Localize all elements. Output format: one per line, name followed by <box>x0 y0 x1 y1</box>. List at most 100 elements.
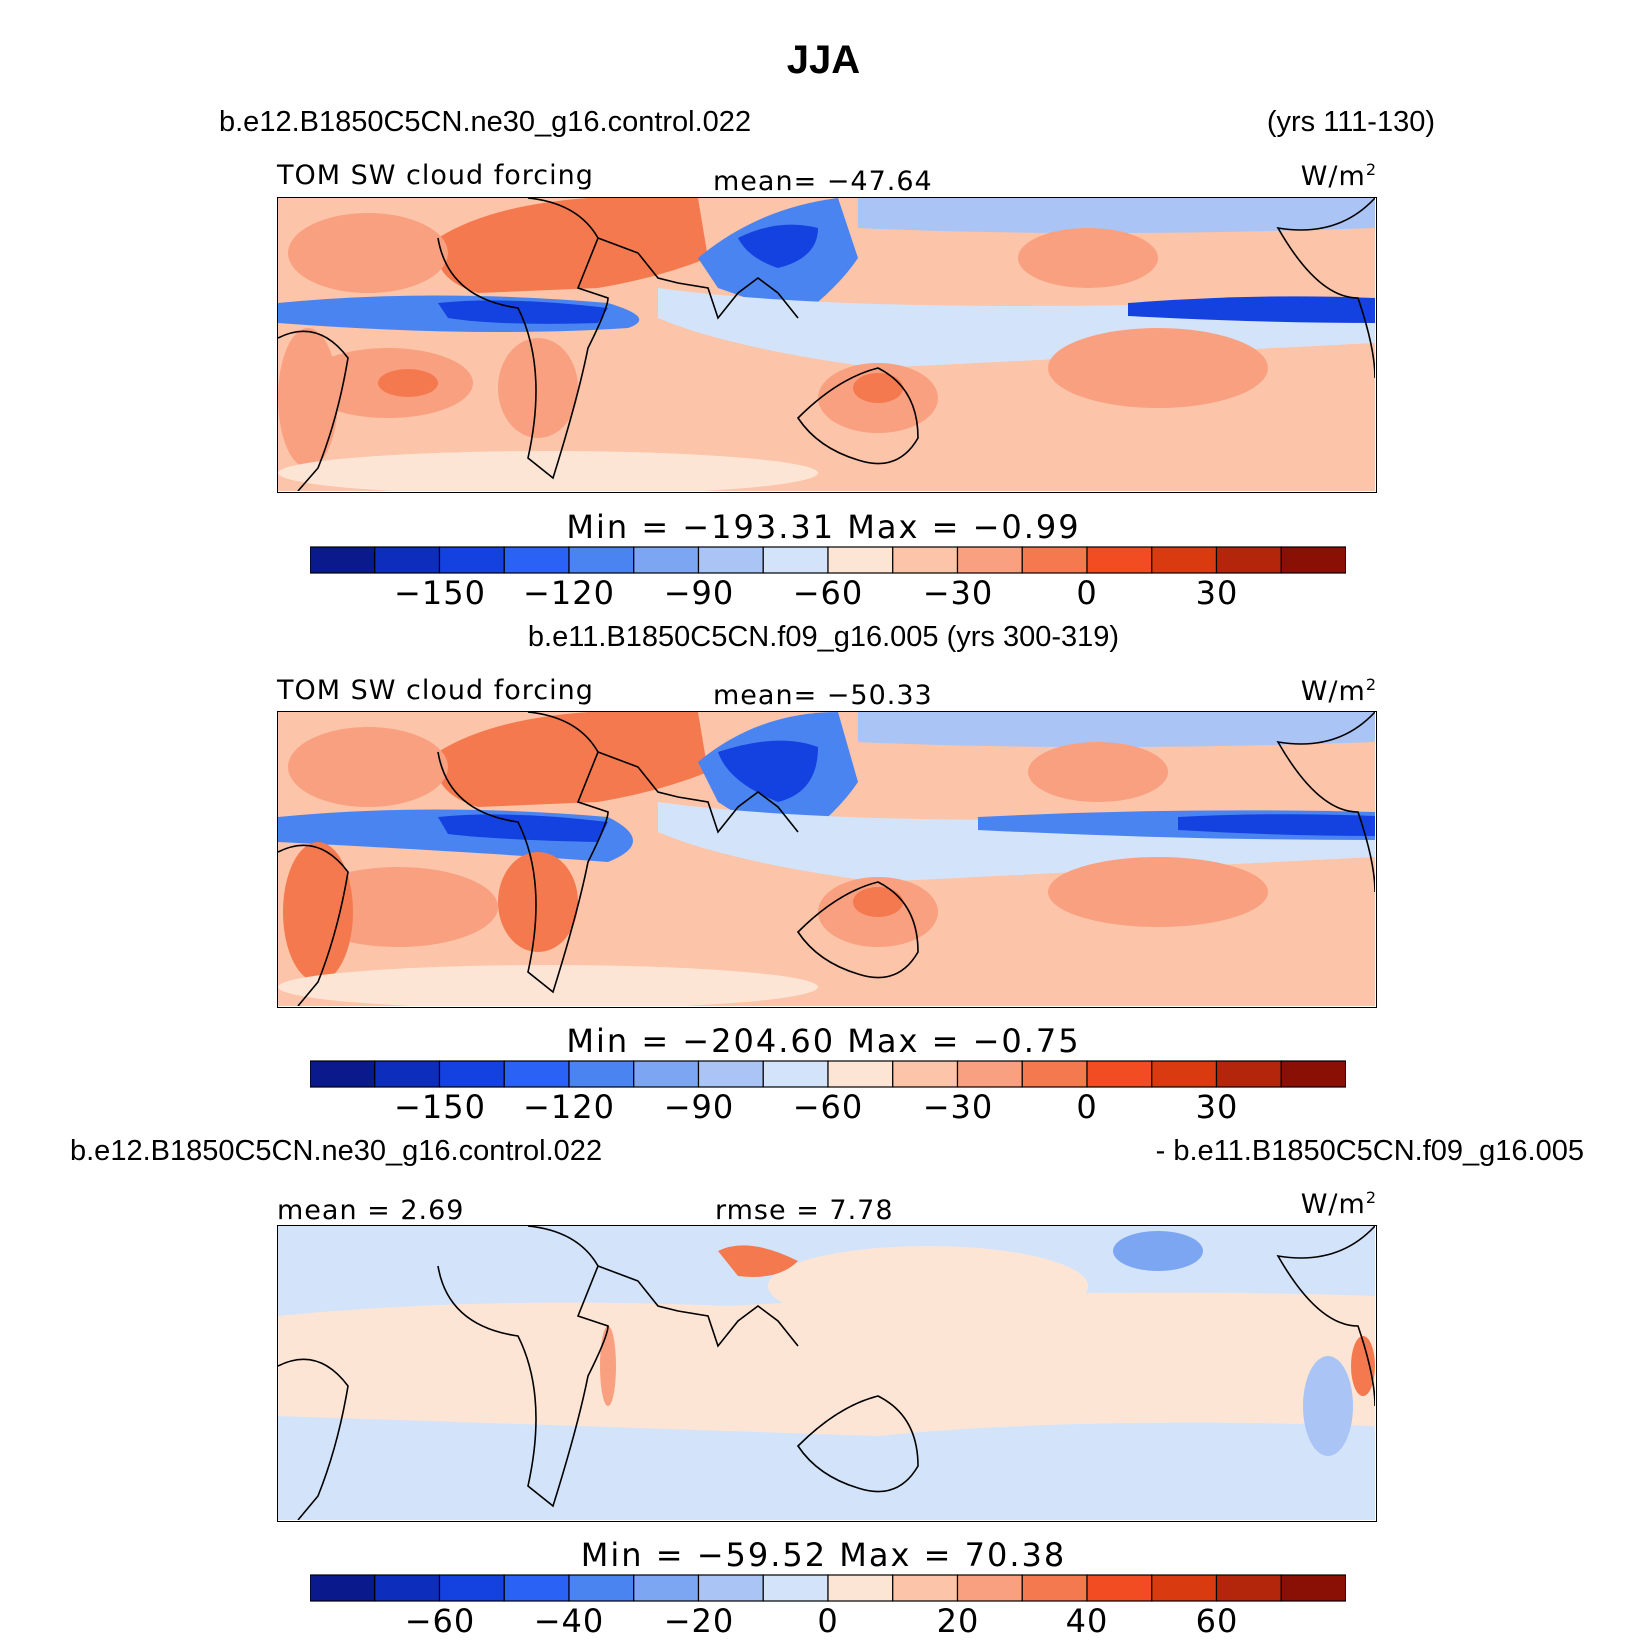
panel1-epac-itcz <box>1128 296 1375 323</box>
panel3-tick: −20 <box>663 1602 735 1640</box>
panel1-years: (yrs 111-130) <box>1266 106 1435 138</box>
panel2-colorbar-swatch <box>697 1060 764 1088</box>
panel3-colorbar-swatch <box>503 1574 570 1602</box>
panel2-tick: 30 <box>1195 1088 1239 1126</box>
panel1-tick: −120 <box>523 574 615 612</box>
panel3-tick: 0 <box>817 1602 839 1640</box>
panel3-coast-samerica <box>278 1358 349 1520</box>
panel1-colorbar-swatch <box>438 546 505 574</box>
panel1-units: W/m2 <box>1300 160 1377 192</box>
panel2-tick: −150 <box>394 1088 486 1126</box>
panel3-colorbar-swatch <box>568 1574 635 1602</box>
panel1-colorbar-swatch <box>503 546 570 574</box>
panel2-coast-australia <box>796 881 919 979</box>
panel2-npac-sc <box>1028 742 1168 802</box>
panel1-australia-core <box>853 373 903 403</box>
panel1-samerica <box>278 328 338 468</box>
panel3-coast-asia <box>597 1265 799 1348</box>
panel2-tick: −90 <box>663 1088 735 1126</box>
panel1-spac-sc <box>1048 328 1268 408</box>
panel2-colorbar-swatch <box>503 1060 570 1088</box>
panel1-colorbar-swatch <box>762 546 829 574</box>
panel3-npac-pos <box>768 1246 1088 1326</box>
panel3-tick: 20 <box>936 1602 980 1640</box>
panel3-colorbar-swatch <box>762 1574 829 1602</box>
panel3-colorbar-swatch <box>1151 1574 1218 1602</box>
panel3-colorbar-svg <box>309 1574 1347 1602</box>
panel3-eafrica-pos <box>600 1326 616 1406</box>
panel1-colorbar-swatch <box>633 546 700 574</box>
panel2-coast-africa <box>437 712 609 994</box>
panel1-monsoon-core <box>738 224 818 268</box>
panel3-colorbar-swatch <box>1215 1574 1282 1602</box>
panel2-south-band <box>278 965 818 1006</box>
panel1-colorbar-swatch <box>956 546 1023 574</box>
panel1-minmax: Min = −193.31 Max = −0.99 <box>566 508 1081 546</box>
panel2-colorbar-swatch <box>827 1060 894 1088</box>
panel3-south-neg <box>728 1478 1128 1514</box>
page-title: JJA <box>786 38 861 82</box>
panel1-sahara-high <box>436 198 708 293</box>
panel1-colorbar-swatch <box>1086 546 1153 574</box>
panel3-epac-neg <box>1303 1356 1353 1456</box>
panel3-colorbar-swatch <box>309 1574 376 1602</box>
panel1-colorbar <box>309 546 1347 574</box>
panel2-colorbar-swatch <box>1086 1060 1153 1088</box>
panel3-colorbar-swatch <box>1280 1574 1347 1602</box>
panel1-colorbar-swatch <box>1215 546 1282 574</box>
panel1-colorbar-swatch <box>374 546 441 574</box>
panel2-coast-samerica <box>278 844 349 1006</box>
panel3-map-svg <box>278 1226 1375 1520</box>
panel3-colorbar-swatch <box>1021 1574 1088 1602</box>
panel2-colorbar-swatch <box>633 1060 700 1088</box>
panel3-units: W/m2 <box>1300 1188 1377 1220</box>
panel2-colorbar-ticks: −150 −120 −90 −60 −30 0 30 <box>310 1088 1346 1128</box>
panel1-coast-americas <box>1276 198 1375 379</box>
panel2-colorbar-swatch <box>1215 1060 1282 1088</box>
panel3-colorbar-swatch <box>697 1574 764 1602</box>
panel1-itcz-core <box>438 300 608 324</box>
panel2-australia-core <box>853 887 903 917</box>
panel1-colorbar-swatch <box>827 546 894 574</box>
panel2-minmax: Min = −204.60 Max = −0.75 <box>566 1022 1081 1060</box>
panel2-itcz-core <box>438 814 608 842</box>
panel1-tick: −150 <box>394 574 486 612</box>
panel1-coast-samerica <box>278 330 349 491</box>
panel2-colorbar-swatch <box>1280 1060 1347 1088</box>
panel2-safrica <box>498 852 578 952</box>
panel2-tick: −120 <box>523 1088 615 1126</box>
panel2-colorbar-swatch <box>568 1060 635 1088</box>
panel3-minmax: Min = −59.52 Max = 70.38 <box>580 1536 1067 1574</box>
panel1-tick: 30 <box>1195 574 1239 612</box>
panel3-colorbar-swatch <box>633 1574 700 1602</box>
panel3-case-a: b.e12.B1850C5CN.ne30_g16.control.022 <box>70 1135 603 1167</box>
panel1-south-band <box>278 451 818 491</box>
panel2-spac-sc <box>1048 857 1268 927</box>
panel3-tick: −40 <box>533 1602 605 1640</box>
panel1-coast-africa <box>437 198 609 480</box>
panel2-colorbar-swatch <box>438 1060 505 1088</box>
panel1-colorbar-swatch <box>568 546 635 574</box>
panel3-case-b: - b.e11.B1850C5CN.f09_g16.005 <box>1155 1135 1584 1167</box>
panel1-tick: −30 <box>922 574 994 612</box>
panel2-map-svg <box>278 712 1375 1006</box>
panel2-tick: −60 <box>792 1088 864 1126</box>
panel2-npac <box>858 712 1375 747</box>
panel1-case-name: b.e12.B1850C5CN.ne30_g16.control.022 <box>219 106 752 138</box>
panel1-colorbar-swatch <box>697 546 764 574</box>
panel1-atl-n <box>288 213 448 293</box>
panel2-samerica <box>283 842 353 982</box>
panel2-colorbar-swatch <box>956 1060 1023 1088</box>
panel1-npac <box>858 198 1375 233</box>
panel3-coast-australia <box>796 1395 919 1493</box>
panel2-map <box>277 711 1377 1008</box>
panel1-npac-sc <box>1018 228 1158 288</box>
panel2-variable: TOM SW cloud forcing <box>277 675 594 706</box>
panel2-coast-americas <box>1276 712 1375 893</box>
panel1-colorbar-swatch <box>1280 546 1347 574</box>
panel1-tick: −60 <box>792 574 864 612</box>
panel2-colorbar-svg <box>309 1060 1347 1088</box>
panel2-sahara-high <box>436 712 708 807</box>
panel1-coast-australia <box>796 367 919 465</box>
panel3-colorbar-swatch <box>827 1574 894 1602</box>
